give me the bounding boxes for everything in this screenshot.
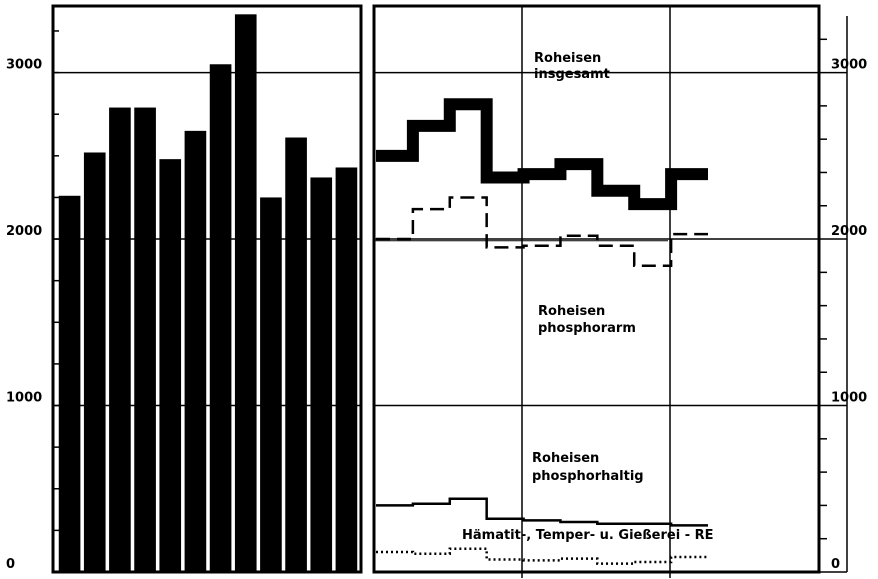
series-solid-line (376, 497, 708, 527)
label-haematit: Hämatit-, Temper- u. Gießerei - RE (462, 528, 714, 543)
series-dotted-line (376, 547, 708, 565)
right-tick-label: 2000 (831, 224, 867, 239)
left-tick-label: 2000 (6, 224, 42, 239)
series-thick-line (376, 98, 708, 211)
bar (159, 159, 182, 572)
bar (209, 64, 232, 572)
right-tick-label: 0 (831, 557, 840, 572)
bar (234, 14, 257, 572)
bar (109, 107, 131, 572)
left-tick-label: 3000 (6, 58, 42, 73)
label-phosphorhaltig-line2: phosphorhaltig (532, 469, 644, 484)
series-dashed-line (376, 196, 708, 267)
left-tick-label: 1000 (6, 391, 42, 406)
left-tick-label: 0 (6, 557, 15, 572)
left-bars (58, 14, 358, 573)
label-phosphorarm-line1: Roheisen (538, 304, 605, 319)
bar (134, 107, 156, 572)
bar (310, 177, 333, 572)
bar (58, 195, 81, 572)
right-panel-frame (372, 4, 821, 574)
right-gridlines (374, 6, 819, 578)
right-step-chart: 0 1000 2000 3000 Roheisen insgesamt Roheise… (372, 4, 867, 578)
label-phosphorhaltig-line1: Roheisen (532, 451, 599, 466)
bar (335, 167, 358, 572)
left-panel-frame (51, 4, 363, 574)
left-bar-chart: 0 1000 2000 3000 (6, 4, 363, 574)
right-tick-label: 1000 (831, 391, 867, 406)
label-phosphorarm-line2: phosphorarm (538, 321, 636, 336)
label-insgesamt-line1: Roheisen (534, 51, 601, 66)
right-tick-label: 3000 (831, 58, 867, 73)
bar (184, 130, 207, 572)
right-series (374, 98, 708, 565)
right-y-ticks: 0 1000 2000 3000 (819, 16, 867, 573)
bar (83, 152, 106, 572)
bar (285, 137, 307, 572)
label-insgesamt-line2: insgesamt (534, 67, 610, 82)
bar (260, 197, 282, 573)
left-y-ticks: 0 1000 2000 3000 (6, 30, 59, 572)
